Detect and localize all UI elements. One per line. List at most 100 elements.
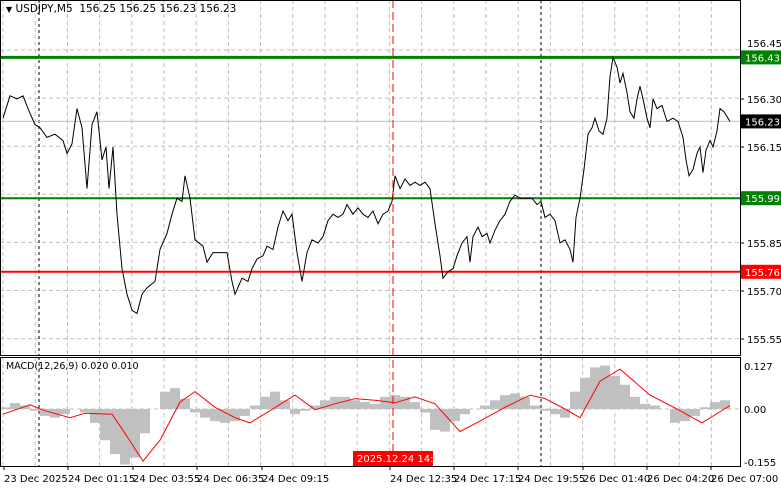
macd-signal-line <box>2 368 731 462</box>
price-level-tag-label: 156.23 <box>745 117 780 128</box>
price-level-tag-label: 155.99 <box>745 194 780 205</box>
symbol-label: USDJPY,M5 <box>15 3 73 15</box>
macd-histogram-bar <box>460 409 470 415</box>
macd-indicator-label: MACD(12,26,9) 0.020 0.010 <box>6 361 139 372</box>
macd-panel-border <box>0 357 741 467</box>
macd-histogram-bar <box>450 409 460 422</box>
ohlc-values: 156.25 156.25 156.23 156.23 <box>79 3 237 15</box>
macd-histogram-bar <box>40 409 50 416</box>
macd-histogram-bar <box>170 388 180 409</box>
macd-histogram-bar <box>210 409 220 422</box>
macd-histogram-bar <box>560 409 570 418</box>
price-level-tag <box>741 50 781 65</box>
macd-histogram-bar <box>270 391 280 409</box>
macd-histogram-bar <box>160 391 170 409</box>
macd-histogram-bar <box>430 409 440 430</box>
triangle-down-icon[interactable]: ▼ <box>6 5 13 14</box>
macd-histogram-bar <box>100 409 110 441</box>
macd-histogram-bar <box>410 402 420 409</box>
time-axis-label: 24 Dec 12:35 <box>390 474 457 485</box>
macd-histogram-bar <box>590 367 600 409</box>
price-axis-label: 155.70 <box>747 287 781 298</box>
macd-histogram-bar <box>140 409 150 434</box>
price-axis-background <box>740 0 781 489</box>
crosshair-time-tag <box>353 451 433 466</box>
macd-histogram-bar <box>220 409 230 423</box>
macd-histogram-bar <box>280 400 290 409</box>
macd-histogram-bar <box>350 400 360 409</box>
macd-histogram-bar <box>30 409 40 411</box>
macd-axis-label: 0.127 <box>744 362 773 373</box>
macd-histogram-bar <box>390 395 400 409</box>
macd-histogram-bar <box>480 405 490 409</box>
price-level-tag-label: 155.76 <box>745 268 780 279</box>
macd-histogram-bar <box>180 398 190 409</box>
macd-histogram-bar <box>570 391 580 409</box>
macd-histogram-bar <box>360 402 370 409</box>
macd-histogram-bar <box>230 409 240 422</box>
macd-histogram-bar <box>500 395 510 409</box>
macd-histogram-bar <box>130 409 140 458</box>
macd-histogram-bar <box>330 396 340 409</box>
macd-histogram-bar <box>490 400 500 409</box>
time-axis-label: 26 Dec 07:00 <box>711 474 778 485</box>
time-axis-label: 24 Dec 06:35 <box>197 474 264 485</box>
time-axis-label: 24 Dec 09:15 <box>262 474 329 485</box>
macd-histogram-bar <box>600 365 610 409</box>
macd-histogram-bar <box>710 402 720 409</box>
macd-histogram-bar <box>260 396 270 409</box>
macd-histogram-bar <box>650 405 660 409</box>
macd-histogram-bar <box>520 396 530 409</box>
price-level-tag <box>741 114 781 129</box>
chart-title: ▼ USDJPY,M5 156.25 156.25 156.23 156.23 <box>6 3 236 15</box>
price-axis-label: 156.15 <box>747 143 781 154</box>
macd-histogram-bar <box>680 409 690 422</box>
price-panel-border <box>0 0 741 356</box>
macd-histogram-bar <box>240 409 250 416</box>
time-axis-label: 24 Dec 03:55 <box>133 474 200 485</box>
macd-histogram-bar <box>10 403 20 409</box>
macd-histogram-bar <box>80 409 90 413</box>
macd-histogram-bar <box>310 405 320 409</box>
macd-histogram-bar <box>550 409 560 415</box>
macd-histogram-bar <box>320 400 330 409</box>
macd-histogram-bar <box>440 409 450 432</box>
macd-histogram-bar <box>380 396 390 409</box>
time-axis-label: 26 Dec 01:40 <box>583 474 650 485</box>
time-axis-label: 26 Dec 04:20 <box>647 474 714 485</box>
macd-histogram-bar <box>690 409 700 416</box>
price-line <box>2 55 731 315</box>
macd-histogram-bar <box>400 396 410 409</box>
price-axis-label: 156.30 <box>747 95 781 106</box>
price-level-tag-label: 156.43 <box>745 53 780 64</box>
macd-histogram-bar <box>0 407 10 409</box>
price-axis-label: 155.55 <box>747 335 781 346</box>
macd-histogram-bar <box>120 409 130 465</box>
macd-histogram-bar <box>580 377 590 409</box>
macd-histogram-bar <box>20 405 30 409</box>
macd-histogram-bar <box>250 405 260 409</box>
price-axis-label: 156.45 <box>747 39 781 50</box>
macd-histogram-bar <box>640 403 650 409</box>
macd-histogram-bar <box>630 396 640 409</box>
macd-histogram-bar <box>530 405 540 409</box>
macd-histogram-bar <box>340 396 350 409</box>
time-axis-label: 24 Dec 17:15 <box>454 474 521 485</box>
time-axis-label: 23 Dec 2025 <box>4 474 68 485</box>
macd-histogram-bar <box>620 384 630 409</box>
macd-histogram-bar <box>420 409 430 413</box>
macd-histogram-bar <box>670 409 680 423</box>
macd-histogram-bar <box>700 407 710 409</box>
macd-histogram-bar <box>60 409 70 415</box>
macd-histogram-bar <box>200 409 210 418</box>
macd-histogram-bar <box>290 409 300 415</box>
macd-axis-label: -0.155 <box>744 458 776 469</box>
macd-histogram-bar <box>190 409 200 413</box>
macd-histogram-bar <box>110 409 120 455</box>
macd-axis-label: 0.00 <box>744 405 766 416</box>
macd-histogram-bar <box>510 393 520 409</box>
time-axis-label: 24 Dec 01:15 <box>68 474 135 485</box>
macd-histogram-bar <box>540 409 550 411</box>
